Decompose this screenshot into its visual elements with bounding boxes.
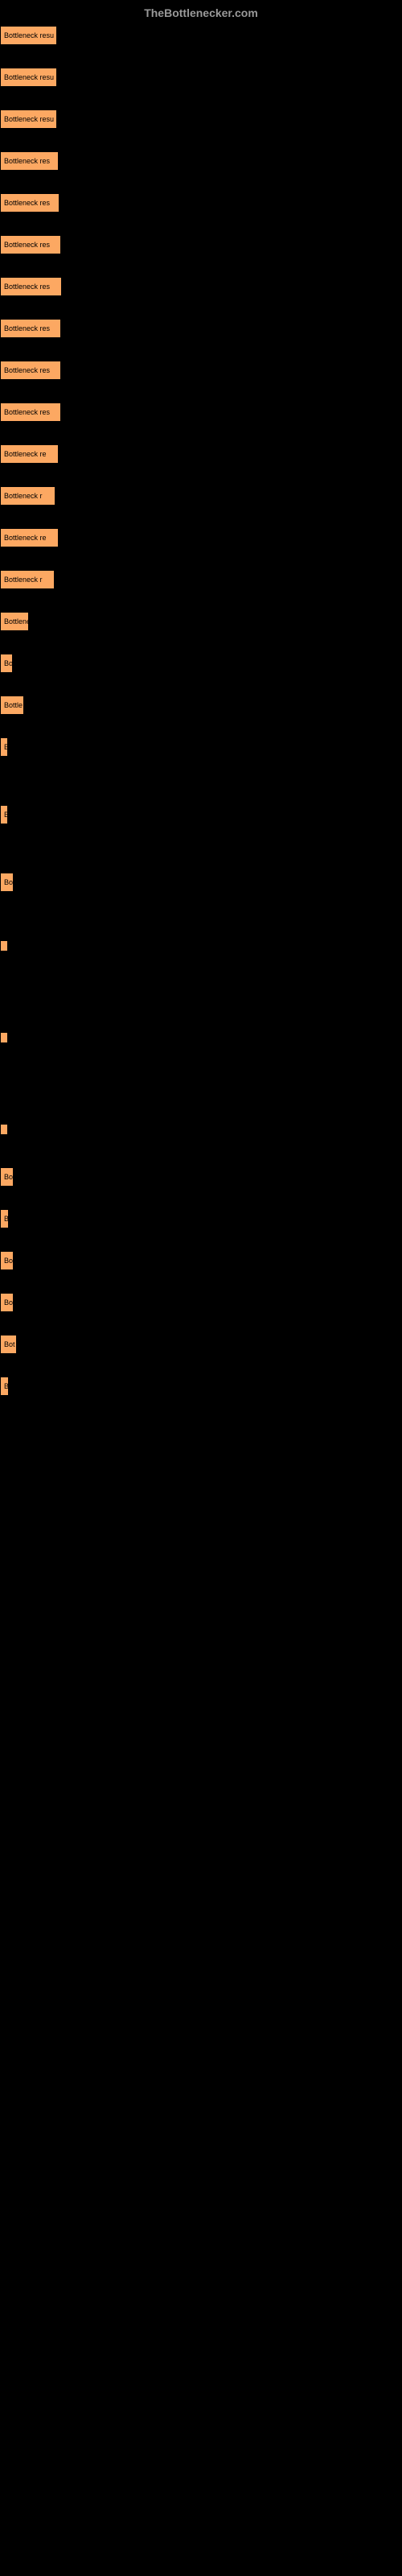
bottleneck-result-link[interactable]: Bo — [0, 873, 14, 892]
bottleneck-result-link[interactable]: Bo — [0, 1293, 14, 1312]
bottleneck-result-link[interactable]: Bottleneck res — [0, 319, 61, 338]
bottleneck-result-link[interactable]: Bottleneck resu — [0, 26, 57, 45]
bottleneck-result-link[interactable]: B — [0, 805, 8, 824]
bottleneck-result-link[interactable]: B — [0, 737, 8, 757]
bottleneck-result-link[interactable]: Bottleneck res — [0, 402, 61, 422]
bottleneck-result-link[interactable]: Bottleneck res — [0, 151, 59, 171]
bottleneck-result-link[interactable]: Bottleneck re — [0, 528, 59, 547]
bottleneck-result-link[interactable] — [0, 1032, 8, 1043]
bottleneck-result-link[interactable]: Bottleneck re — [0, 444, 59, 464]
bottleneck-result-link[interactable]: Bo — [0, 1251, 14, 1270]
bottleneck-result-link[interactable]: Bottleneck res — [0, 361, 61, 380]
bottleneck-result-link[interactable]: B — [0, 1377, 9, 1396]
bottleneck-result-link[interactable]: Bottleneck r — [0, 486, 55, 506]
bottleneck-result-link[interactable]: Bottleneck r — [0, 570, 55, 589]
bottleneck-result-link[interactable]: Bottleneck res — [0, 277, 62, 296]
bottleneck-result-link[interactable]: Bottleneck resu — [0, 68, 57, 87]
page-header: TheBottlenecker.com — [0, 0, 402, 26]
bottleneck-result-link[interactable]: B — [0, 1209, 9, 1228]
bottleneck-result-link[interactable]: Bottleneck res — [0, 193, 59, 213]
bottleneck-result-link[interactable] — [0, 1124, 8, 1135]
bottleneck-result-link[interactable]: Bottleneck resu — [0, 109, 57, 129]
bottleneck-result-link[interactable]: Bo — [0, 1167, 14, 1187]
bottleneck-result-link[interactable] — [0, 940, 8, 952]
bottleneck-result-link[interactable]: Bottleneck res — [0, 235, 61, 254]
bottleneck-result-link[interactable]: Bottle — [0, 696, 24, 715]
bottleneck-result-link[interactable]: Bot — [0, 1335, 17, 1354]
bottleneck-result-link[interactable]: Bo — [0, 654, 13, 673]
bottleneck-result-link[interactable]: Bottlene — [0, 612, 29, 631]
